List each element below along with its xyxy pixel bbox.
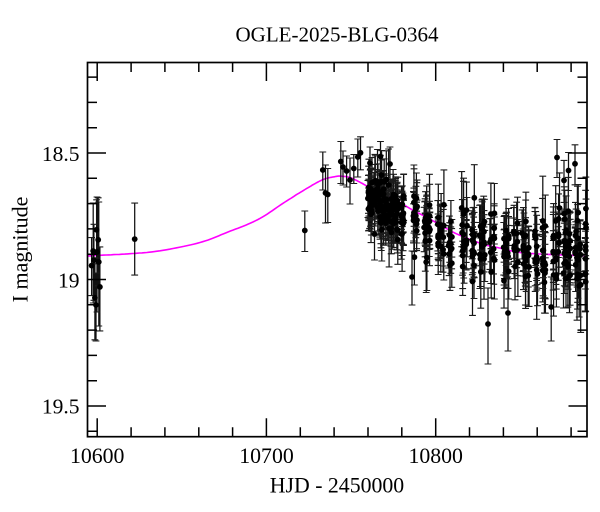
- svg-text:19.5: 19.5: [42, 394, 80, 418]
- svg-text:10600: 10600: [70, 444, 125, 468]
- svg-text:I magnitude: I magnitude: [8, 197, 33, 303]
- svg-text:19: 19: [58, 269, 80, 293]
- svg-text:10800: 10800: [408, 444, 463, 468]
- svg-text:18.5: 18.5: [42, 142, 80, 166]
- svg-text:10700: 10700: [239, 444, 294, 468]
- svg-text:OGLE-2025-BLG-0364: OGLE-2025-BLG-0364: [236, 23, 439, 47]
- svg-text:HJD - 2450000: HJD - 2450000: [270, 474, 405, 498]
